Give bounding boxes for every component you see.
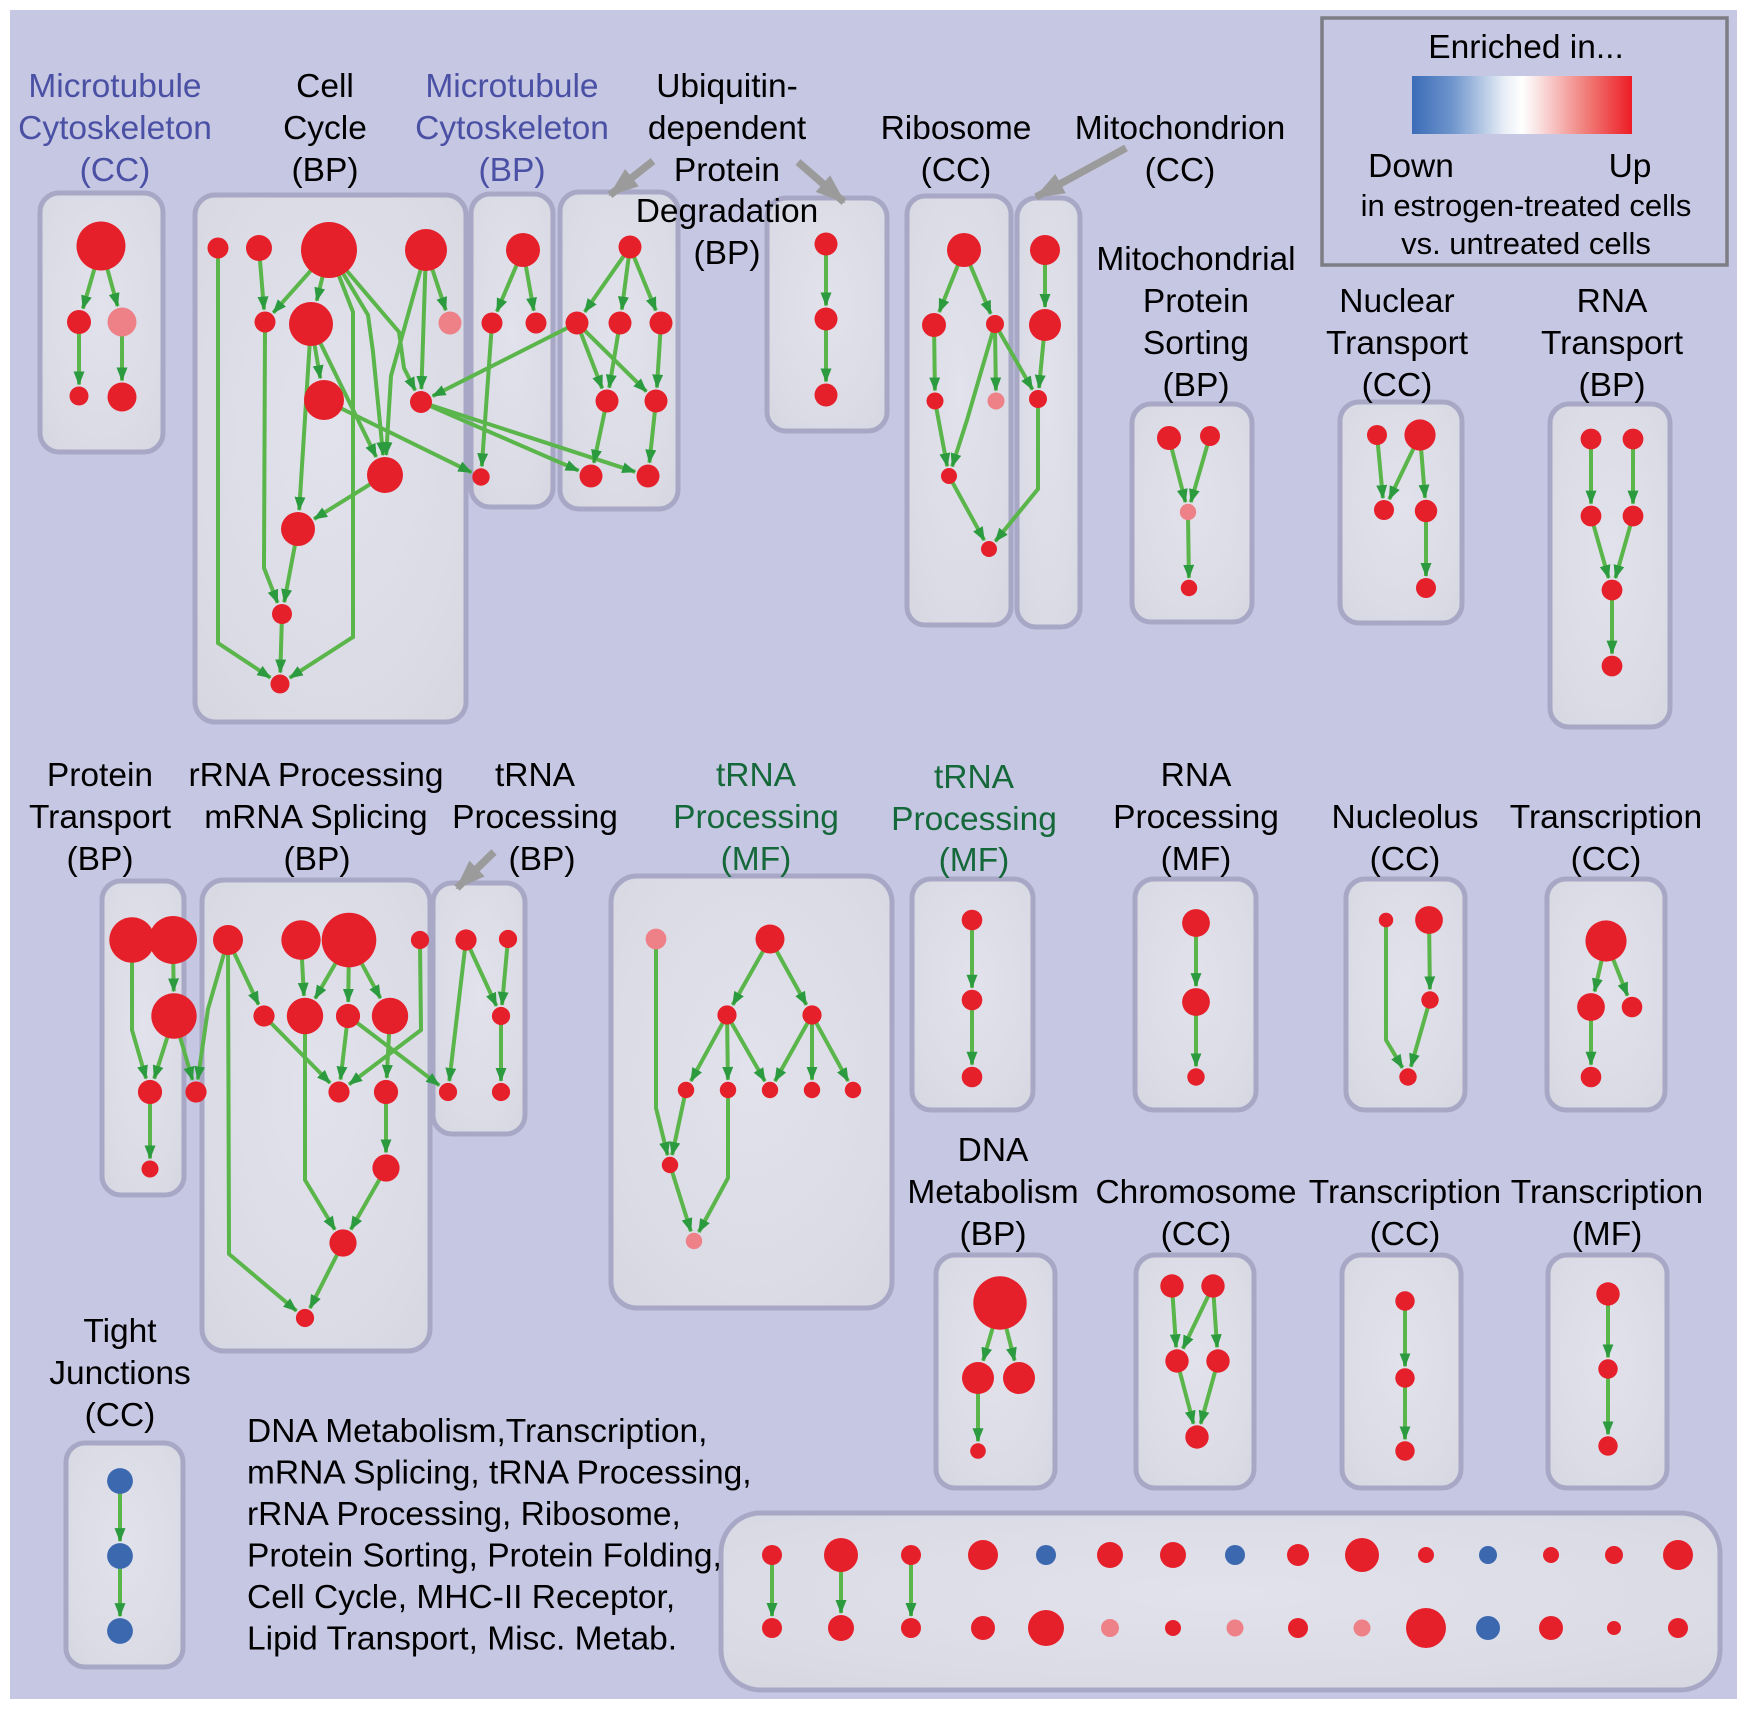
svg-text:(BP): (BP) bbox=[292, 152, 359, 189]
svg-text:(BP): (BP) bbox=[67, 841, 134, 878]
svg-text:Junctions: Junctions bbox=[49, 1355, 191, 1392]
svg-text:Nucleolus: Nucleolus bbox=[1331, 799, 1478, 836]
svg-text:(CC): (CC) bbox=[1571, 841, 1642, 878]
svg-text:Ubiquitin-: Ubiquitin- bbox=[656, 68, 798, 105]
svg-text:tRNA: tRNA bbox=[716, 757, 797, 794]
svg-text:Transport: Transport bbox=[29, 799, 172, 836]
svg-text:(CC): (CC) bbox=[1161, 1216, 1232, 1253]
svg-text:Microtubule: Microtubule bbox=[425, 68, 598, 105]
svg-text:Transport: Transport bbox=[1541, 325, 1684, 362]
svg-text:Down: Down bbox=[1368, 148, 1454, 185]
svg-text:rRNA Processing, Ribosome,: rRNA Processing, Ribosome, bbox=[247, 1496, 681, 1533]
svg-text:Cell: Cell bbox=[296, 68, 354, 105]
svg-text:Nuclear: Nuclear bbox=[1339, 283, 1454, 320]
svg-text:Processing: Processing bbox=[673, 799, 839, 836]
svg-text:Sorting: Sorting bbox=[1143, 325, 1249, 362]
svg-text:mRNA Splicing: mRNA Splicing bbox=[204, 799, 427, 836]
svg-text:(BP): (BP) bbox=[509, 841, 576, 878]
svg-text:(CC): (CC) bbox=[1145, 152, 1216, 189]
svg-text:(MF): (MF) bbox=[1161, 841, 1232, 878]
svg-text:Protein: Protein bbox=[47, 757, 153, 794]
svg-text:(BP): (BP) bbox=[960, 1216, 1027, 1253]
svg-text:Chromosome: Chromosome bbox=[1095, 1174, 1296, 1211]
svg-text:(CC): (CC) bbox=[921, 152, 992, 189]
svg-text:Cytoskeleton: Cytoskeleton bbox=[415, 110, 609, 147]
svg-text:Up: Up bbox=[1609, 148, 1652, 185]
svg-text:(CC): (CC) bbox=[1370, 841, 1441, 878]
svg-text:Transport: Transport bbox=[1326, 325, 1469, 362]
svg-text:RNA: RNA bbox=[1577, 283, 1648, 320]
svg-text:Ribosome: Ribosome bbox=[881, 110, 1032, 147]
svg-text:vs. untreated cells: vs. untreated cells bbox=[1401, 226, 1651, 261]
svg-text:(MF): (MF) bbox=[939, 842, 1010, 879]
svg-text:Transcription: Transcription bbox=[1309, 1174, 1501, 1211]
svg-text:(BP): (BP) bbox=[479, 152, 546, 189]
svg-text:(BP): (BP) bbox=[694, 235, 761, 272]
svg-text:Cycle: Cycle bbox=[283, 110, 367, 147]
svg-text:Processing: Processing bbox=[452, 799, 618, 836]
svg-text:DNA: DNA bbox=[958, 1132, 1029, 1169]
svg-text:Processing: Processing bbox=[891, 801, 1057, 838]
svg-text:(CC): (CC) bbox=[1370, 1216, 1441, 1253]
svg-text:Protein Sorting, Protein Foldi: Protein Sorting, Protein Folding, bbox=[247, 1538, 722, 1575]
svg-text:(CC): (CC) bbox=[80, 152, 151, 189]
svg-text:dependent: dependent bbox=[648, 110, 807, 147]
svg-text:(MF): (MF) bbox=[721, 841, 792, 878]
svg-text:Tight: Tight bbox=[83, 1313, 157, 1350]
svg-text:(BP): (BP) bbox=[284, 841, 351, 878]
svg-text:Mitochondrial: Mitochondrial bbox=[1096, 241, 1295, 278]
svg-text:(CC): (CC) bbox=[85, 1397, 156, 1434]
svg-text:tRNA: tRNA bbox=[495, 757, 576, 794]
svg-text:rRNA Processing: rRNA Processing bbox=[188, 757, 443, 794]
svg-text:RNA: RNA bbox=[1161, 757, 1232, 794]
svg-text:DNA Metabolism,Transcription,: DNA Metabolism,Transcription, bbox=[247, 1413, 707, 1450]
svg-text:in estrogen-treated cells: in estrogen-treated cells bbox=[1361, 188, 1692, 223]
svg-text:Cell Cycle, MHC-II Receptor,: Cell Cycle, MHC-II Receptor, bbox=[247, 1579, 675, 1616]
svg-text:Microtubule: Microtubule bbox=[28, 68, 201, 105]
svg-text:Lipid Transport, Misc. Metab.: Lipid Transport, Misc. Metab. bbox=[247, 1621, 677, 1658]
svg-text:(BP): (BP) bbox=[1163, 367, 1230, 404]
svg-text:Transcription: Transcription bbox=[1510, 799, 1702, 836]
svg-text:Transcription: Transcription bbox=[1511, 1174, 1703, 1211]
svg-text:Metabolism: Metabolism bbox=[907, 1174, 1078, 1211]
svg-text:(MF): (MF) bbox=[1572, 1216, 1643, 1253]
svg-text:Processing: Processing bbox=[1113, 799, 1279, 836]
svg-text:Degradation: Degradation bbox=[636, 193, 819, 230]
svg-text:mRNA Splicing, tRNA Processing: mRNA Splicing, tRNA Processing, bbox=[247, 1455, 752, 1492]
svg-text:(CC): (CC) bbox=[1362, 367, 1433, 404]
svg-text:(BP): (BP) bbox=[1579, 367, 1646, 404]
svg-text:tRNA: tRNA bbox=[934, 759, 1015, 796]
svg-text:Protein: Protein bbox=[674, 152, 780, 189]
svg-text:Mitochondrion: Mitochondrion bbox=[1075, 110, 1285, 147]
svg-text:Protein: Protein bbox=[1143, 283, 1249, 320]
svg-text:Cytoskeleton: Cytoskeleton bbox=[18, 110, 212, 147]
svg-text:Enriched in...: Enriched in... bbox=[1428, 29, 1624, 66]
